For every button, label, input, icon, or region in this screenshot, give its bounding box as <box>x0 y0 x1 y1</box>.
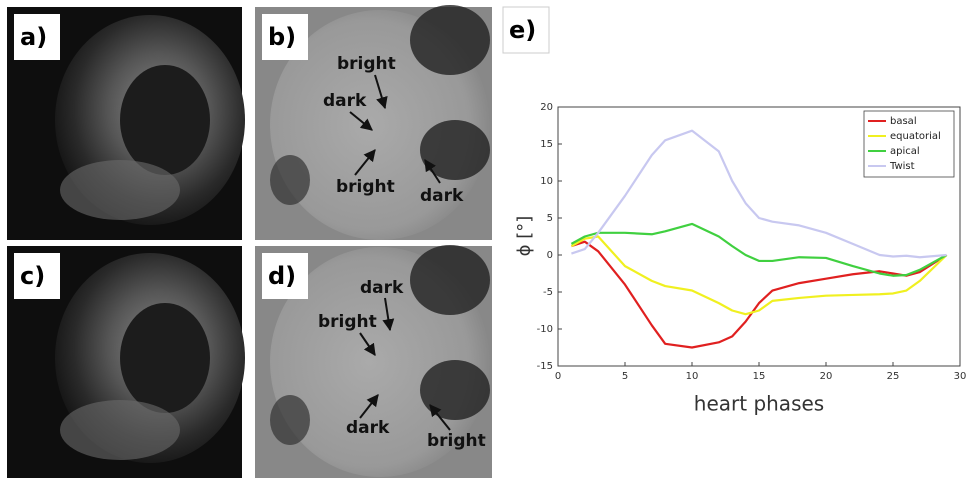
annotation: dark <box>323 91 367 111</box>
annotation: dark <box>420 186 464 206</box>
y-tick-label: 0 <box>547 250 553 261</box>
y-tick-label: 15 <box>540 139 553 150</box>
x-tick-label: 0 <box>555 371 561 382</box>
legend-label: equatorial <box>890 131 941 142</box>
panel-label: c) <box>20 262 45 290</box>
annotation: bright <box>427 431 486 451</box>
x-tick-label: 5 <box>622 371 628 382</box>
x-tick-label: 20 <box>820 371 833 382</box>
chart: e) heart phases ϕ [°] -15 -10 -5 0 5 10 15 20 0 5… <box>502 6 966 416</box>
y-tick-label: 10 <box>540 176 553 187</box>
panel-d: d) dark bright dark bright <box>255 245 492 478</box>
annotation: dark <box>346 418 390 438</box>
panel-label: a) <box>20 23 47 51</box>
y-axis-label: ϕ [°] <box>514 216 535 257</box>
panel-b: b) bright dark bright dark <box>255 5 492 240</box>
y-tick-label: -5 <box>543 287 553 298</box>
annotation: bright <box>318 312 377 332</box>
line-series <box>571 129 947 259</box>
x-tick-label: 15 <box>753 371 766 382</box>
y-tick-label: -15 <box>537 361 553 372</box>
panel-c: c) <box>7 246 245 478</box>
panel-label: e) <box>509 16 536 44</box>
annotation: bright <box>337 54 396 74</box>
panel-label: b) <box>268 23 296 51</box>
legend-label: Twist <box>889 161 915 172</box>
panel-a: a) <box>7 7 245 240</box>
x-tick-label: 25 <box>887 371 900 382</box>
annotation: bright <box>336 177 395 197</box>
legend-label: basal <box>890 116 917 127</box>
annotation: dark <box>360 278 404 298</box>
y-tick-label: -10 <box>537 324 553 335</box>
line-series <box>570 222 948 277</box>
x-tick-label: 30 <box>954 371 966 382</box>
x-axis-label: heart phases <box>694 392 824 416</box>
y-tick-label: 20 <box>540 102 553 113</box>
legend-label: apical <box>890 146 920 157</box>
panel-label: d) <box>268 262 296 290</box>
x-tick-label: 10 <box>686 371 699 382</box>
y-tick-label: 5 <box>547 213 553 224</box>
line-series <box>570 235 948 316</box>
